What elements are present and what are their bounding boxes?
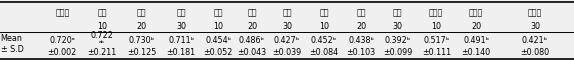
Text: Mean: Mean [1, 34, 22, 43]
Text: 대조군: 대조군 [55, 9, 69, 18]
Text: 20: 20 [247, 22, 257, 31]
Text: 천군: 천군 [393, 9, 402, 18]
Text: 0.427ᵇ: 0.427ᵇ [274, 36, 300, 45]
Text: 0.517ᵇ: 0.517ᵇ [423, 36, 449, 45]
Text: ±0.211: ±0.211 [87, 48, 117, 57]
Text: 감호: 감호 [97, 9, 107, 18]
Text: 천군: 천군 [319, 9, 329, 18]
Text: 10: 10 [213, 22, 223, 31]
Text: ±0.111: ±0.111 [422, 48, 451, 57]
Text: ±0.080: ±0.080 [521, 48, 549, 57]
Text: 20: 20 [356, 22, 366, 31]
Text: ±0.002: ±0.002 [48, 48, 77, 57]
Text: ±0.099: ±0.099 [383, 48, 413, 57]
Text: 0.454ᵇ: 0.454ᵇ [205, 36, 231, 45]
Text: 30: 30 [393, 22, 403, 31]
Text: 10: 10 [319, 22, 329, 31]
Text: 작약: 작약 [282, 9, 292, 18]
Text: 감호: 감호 [137, 9, 146, 18]
Text: 호장근: 호장근 [469, 9, 483, 18]
Text: 20: 20 [137, 22, 146, 31]
Text: 0.491ᵇ: 0.491ᵇ [463, 36, 489, 45]
Text: ±0.052: ±0.052 [203, 48, 233, 57]
Text: ±0.181: ±0.181 [166, 48, 196, 57]
Text: 0.392ᵇ: 0.392ᵇ [385, 36, 411, 45]
Text: 호장근: 호장근 [528, 9, 542, 18]
Text: 천군: 천군 [356, 9, 366, 18]
Text: 0.486ᵇ: 0.486ᵇ [239, 36, 265, 45]
Text: 0.438ᵇ: 0.438ᵇ [348, 36, 374, 45]
Text: 20: 20 [471, 22, 481, 31]
Text: ±0.103: ±0.103 [347, 48, 375, 57]
Text: 10: 10 [97, 22, 107, 31]
Text: 30: 30 [530, 22, 540, 31]
Text: ±0.125: ±0.125 [127, 48, 156, 57]
Text: ±0.140: ±0.140 [461, 48, 491, 57]
Text: 0.421ᵇ: 0.421ᵇ [522, 36, 548, 45]
Text: 감호: 감호 [176, 9, 186, 18]
Text: 30: 30 [176, 22, 186, 31]
Text: 0.452ᵇ: 0.452ᵇ [311, 36, 337, 45]
Text: 0.730ᵇ: 0.730ᵇ [129, 36, 154, 45]
Text: 30: 30 [282, 22, 292, 31]
Text: ±0.084: ±0.084 [309, 48, 339, 57]
Text: ±0.039: ±0.039 [273, 48, 301, 57]
Text: 0.722: 0.722 [91, 32, 113, 40]
Text: ±0.043: ±0.043 [238, 48, 266, 57]
Text: 작약: 작약 [247, 9, 257, 18]
Text: 호장근: 호장근 [429, 9, 443, 18]
Text: 0.720ᵃ: 0.720ᵃ [49, 36, 75, 45]
Text: 10: 10 [431, 22, 441, 31]
Text: ᵃᵇ: ᵃᵇ [99, 41, 105, 47]
Text: 작약: 작약 [214, 9, 223, 18]
Text: 0.711ᵇ: 0.711ᵇ [168, 36, 194, 45]
Text: ± S.D: ± S.D [1, 45, 24, 54]
